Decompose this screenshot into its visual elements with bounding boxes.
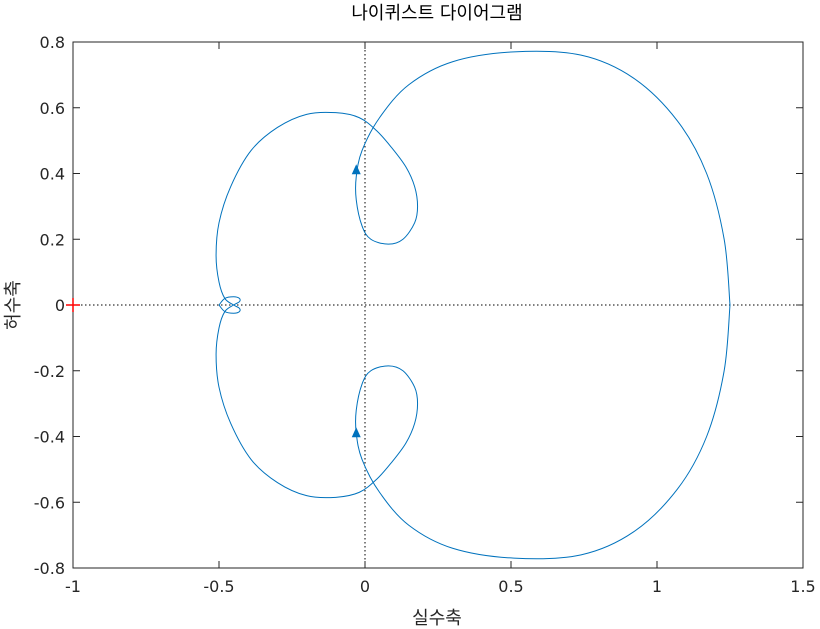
x-tick-label: -0.5 <box>203 577 234 596</box>
x-tick-label: -1 <box>65 577 81 596</box>
tick-labels: -1 -0.5 0 0.5 1 1.5 0.8 0.6 0.4 0.2 0 -0.2 -0.4 -0.6 -… <box>34 33 816 596</box>
plot-area <box>66 41 804 569</box>
x-tick-label: 1.5 <box>790 577 815 596</box>
y-tick-label: -0.8 <box>34 559 65 578</box>
y-tick-label: -0.6 <box>34 493 65 512</box>
direction-arrow <box>351 427 361 438</box>
x-tick-label: 0.5 <box>498 577 523 596</box>
x-axis-label: 실수축 <box>412 608 462 629</box>
y-axis-label: 허수축 <box>3 280 24 330</box>
chart-title: 나이퀴스트 다이어그램 <box>351 3 522 24</box>
y-tick-label: -0.4 <box>34 428 65 447</box>
nyquist-curve-positive <box>215 50 731 314</box>
y-tick-label: 0.4 <box>40 165 65 184</box>
y-tick-label: 0.8 <box>40 33 65 52</box>
y-tick-label: 0.6 <box>40 99 65 118</box>
nyquist-curve-negative <box>215 296 731 560</box>
x-tick-label: 1 <box>652 577 662 596</box>
x-tick-label: 0 <box>360 577 370 596</box>
y-tick-label: -0.2 <box>34 362 65 381</box>
direction-arrow <box>351 164 361 175</box>
y-tick-label: 0.2 <box>40 230 65 249</box>
y-tick-label: 0 <box>55 296 65 315</box>
